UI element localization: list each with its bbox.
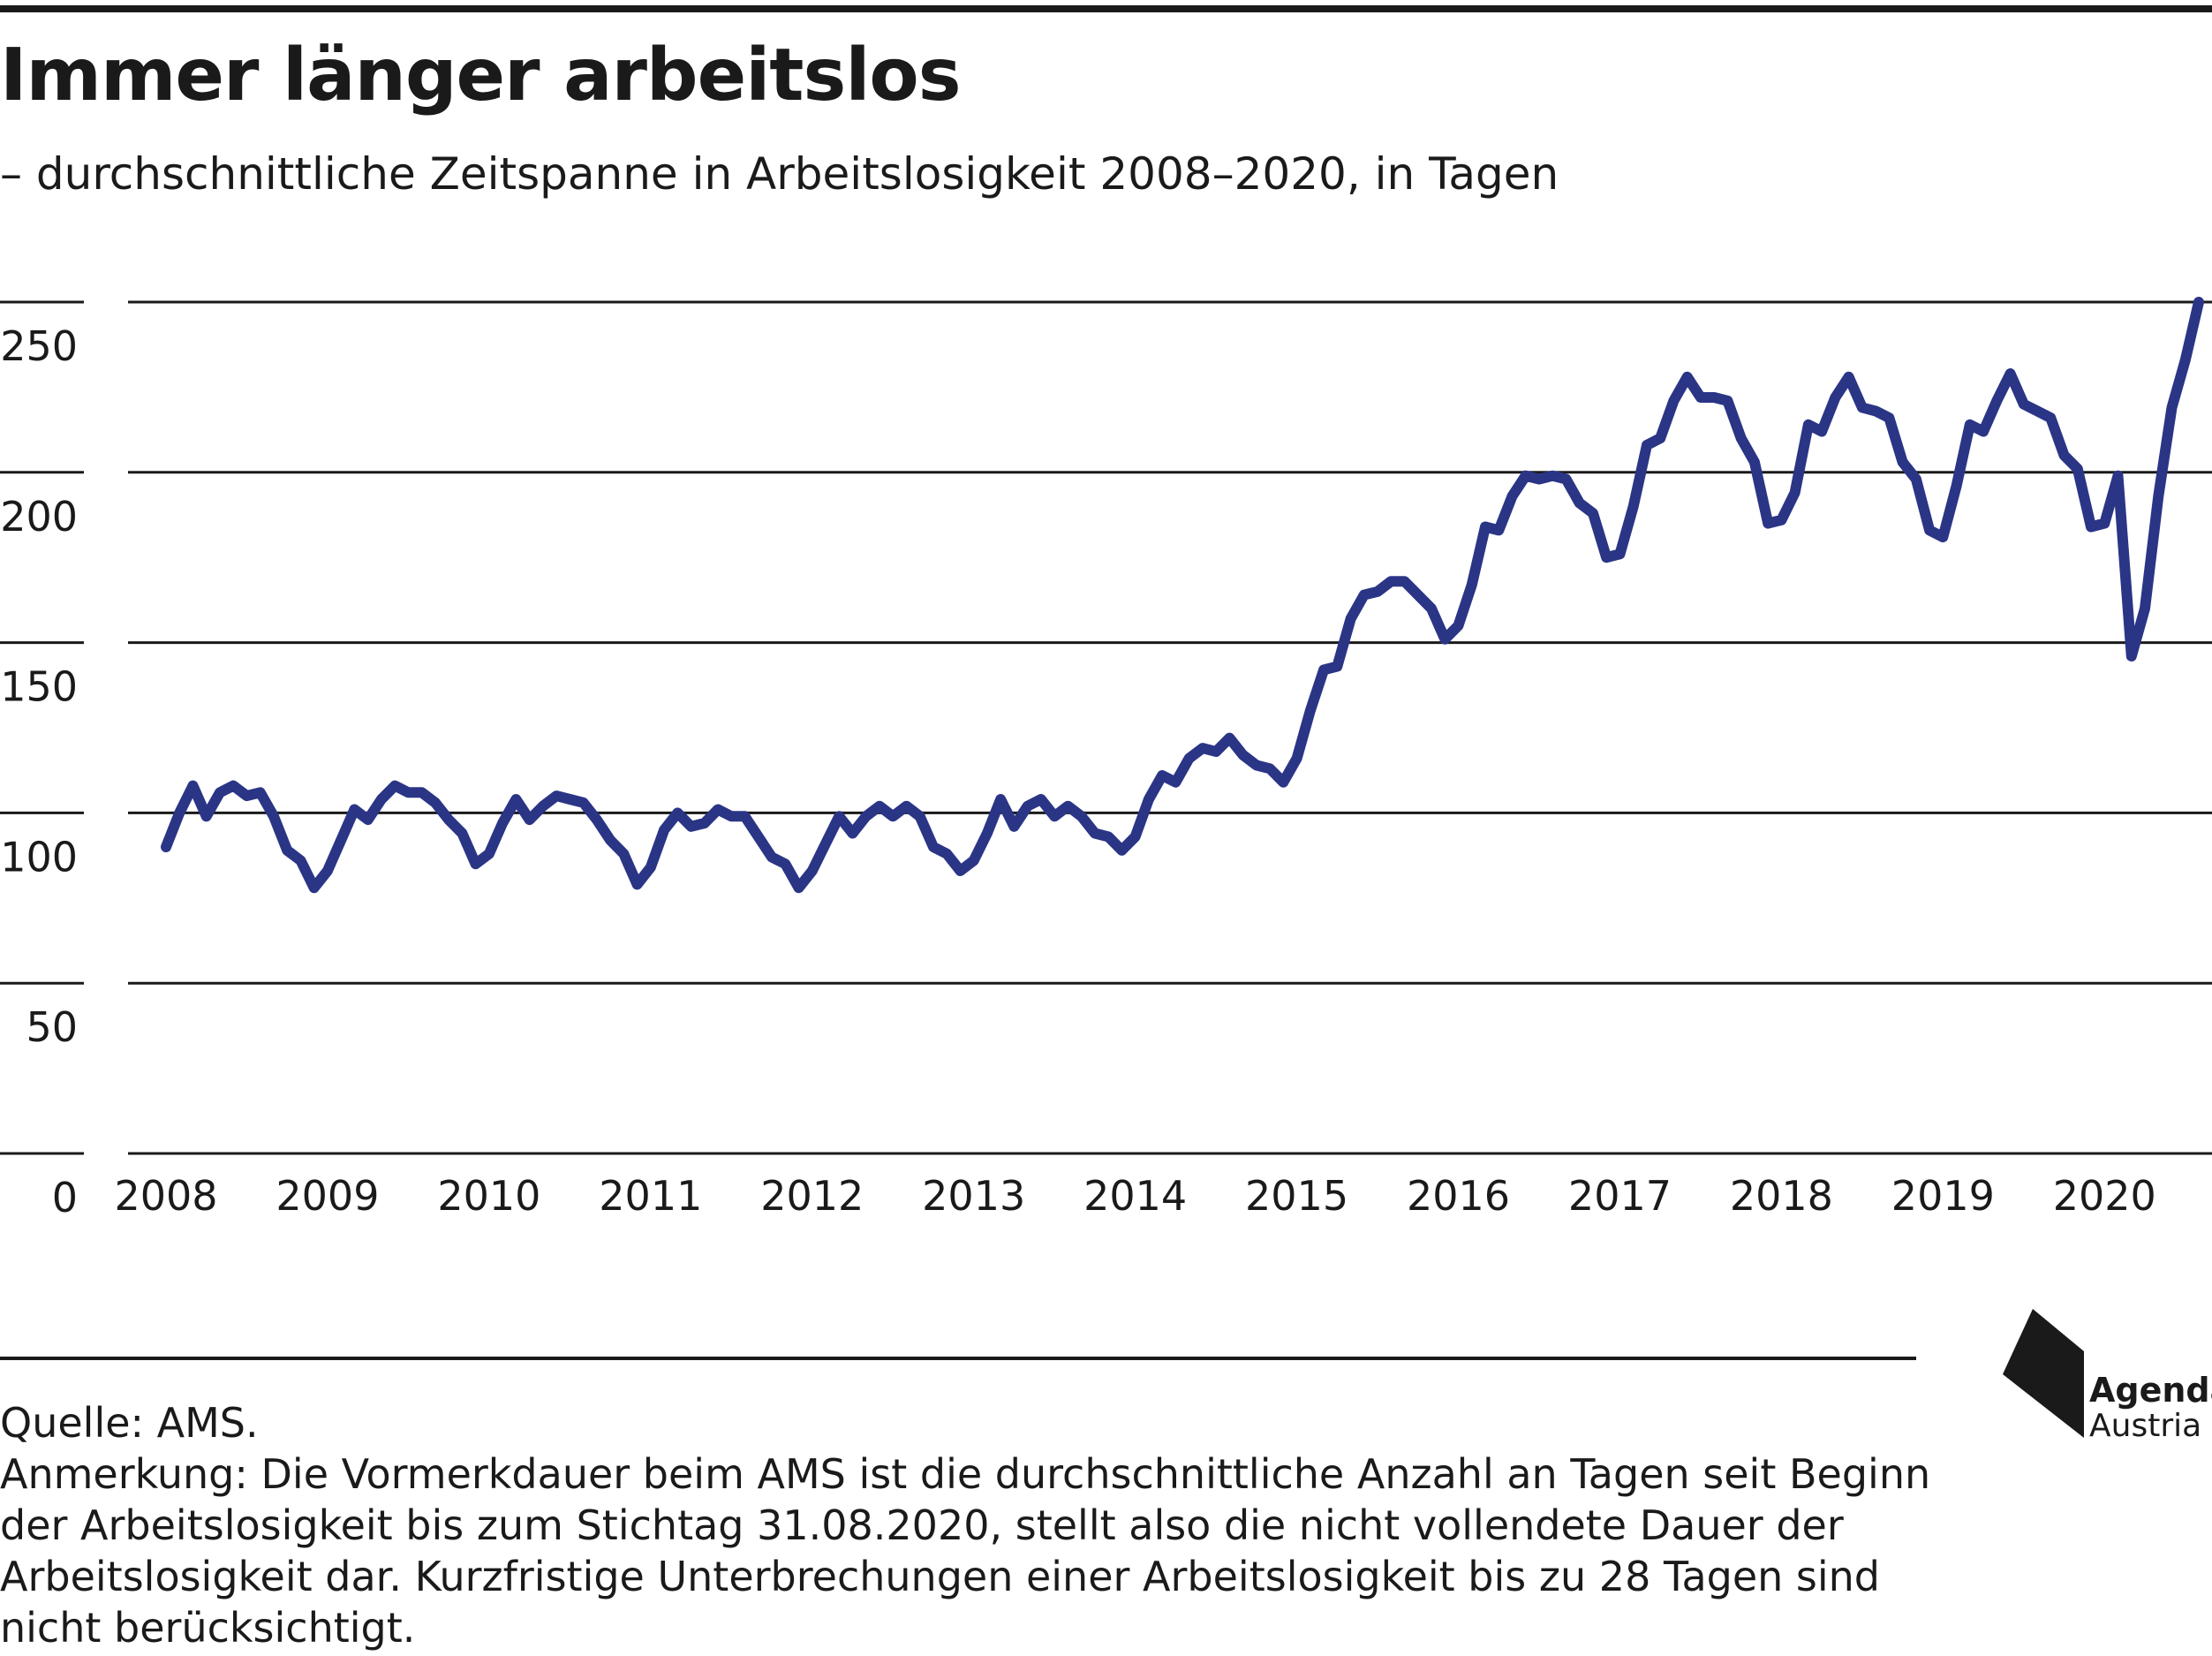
x-tick-label: 2008 — [114, 1172, 217, 1220]
y-tick-label: 0 — [52, 1174, 78, 1221]
grid-lines — [0, 300, 2212, 1155]
x-tick-label: 2011 — [599, 1172, 702, 1220]
series-line — [161, 297, 2204, 894]
x-tick-label: 2018 — [1730, 1172, 1833, 1220]
line-chart: 0 50 100 150 200 250 2008 2009 2010 2011 2012 2013… — [0, 297, 2212, 1221]
x-axis-tick-labels: 2008 2009 2010 2011 2012 2013 2014 2015 2016 2017… — [114, 1172, 2155, 1220]
x-tick-label: 2016 — [1407, 1172, 1510, 1220]
y-tick-label: 50 — [26, 1003, 78, 1051]
annotation-note: Anmerkung: Die Vormerkdauer beim AMS ist… — [0, 1450, 1931, 1652]
x-tick-label: 2020 — [2053, 1172, 2156, 1220]
x-tick-label: 2017 — [1568, 1172, 1672, 1220]
chart-subtitle: – durchschnittliche Zeitspanne in Arbeit… — [0, 148, 1559, 200]
source-note: Quelle: AMS. — [0, 1399, 259, 1447]
x-tick-label: 2014 — [1083, 1172, 1187, 1220]
x-tick-label: 2010 — [437, 1172, 540, 1220]
x-tick-label: 2013 — [922, 1172, 1025, 1220]
x-tick-label: 2012 — [760, 1172, 864, 1220]
logo-mark-icon — [2003, 1309, 2084, 1438]
x-tick-label: 2019 — [1891, 1172, 1995, 1220]
x-tick-label: 2009 — [276, 1172, 379, 1220]
chart-title: Immer länger arbeitslos — [0, 34, 962, 117]
y-tick-label: 200 — [0, 493, 78, 541]
logo-text-austria: Austria — [2089, 1408, 2202, 1444]
y-tick-label: 100 — [0, 833, 78, 881]
top-rule — [0, 5, 2212, 12]
x-tick-label: 2015 — [1245, 1172, 1348, 1220]
y-tick-label: 150 — [0, 663, 78, 711]
y-axis-tick-labels: 0 50 100 150 200 250 — [0, 322, 78, 1221]
logo-text-agenda: Agenda — [2089, 1371, 2212, 1410]
agenda-austria-logo: Agenda Austria — [2003, 1305, 2212, 1447]
footer: Quelle: AMS. Anmerkung: Die Vormerkdauer… — [0, 1397, 1978, 1653]
y-tick-label: 250 — [0, 322, 78, 370]
bottom-rule — [0, 1357, 1916, 1360]
